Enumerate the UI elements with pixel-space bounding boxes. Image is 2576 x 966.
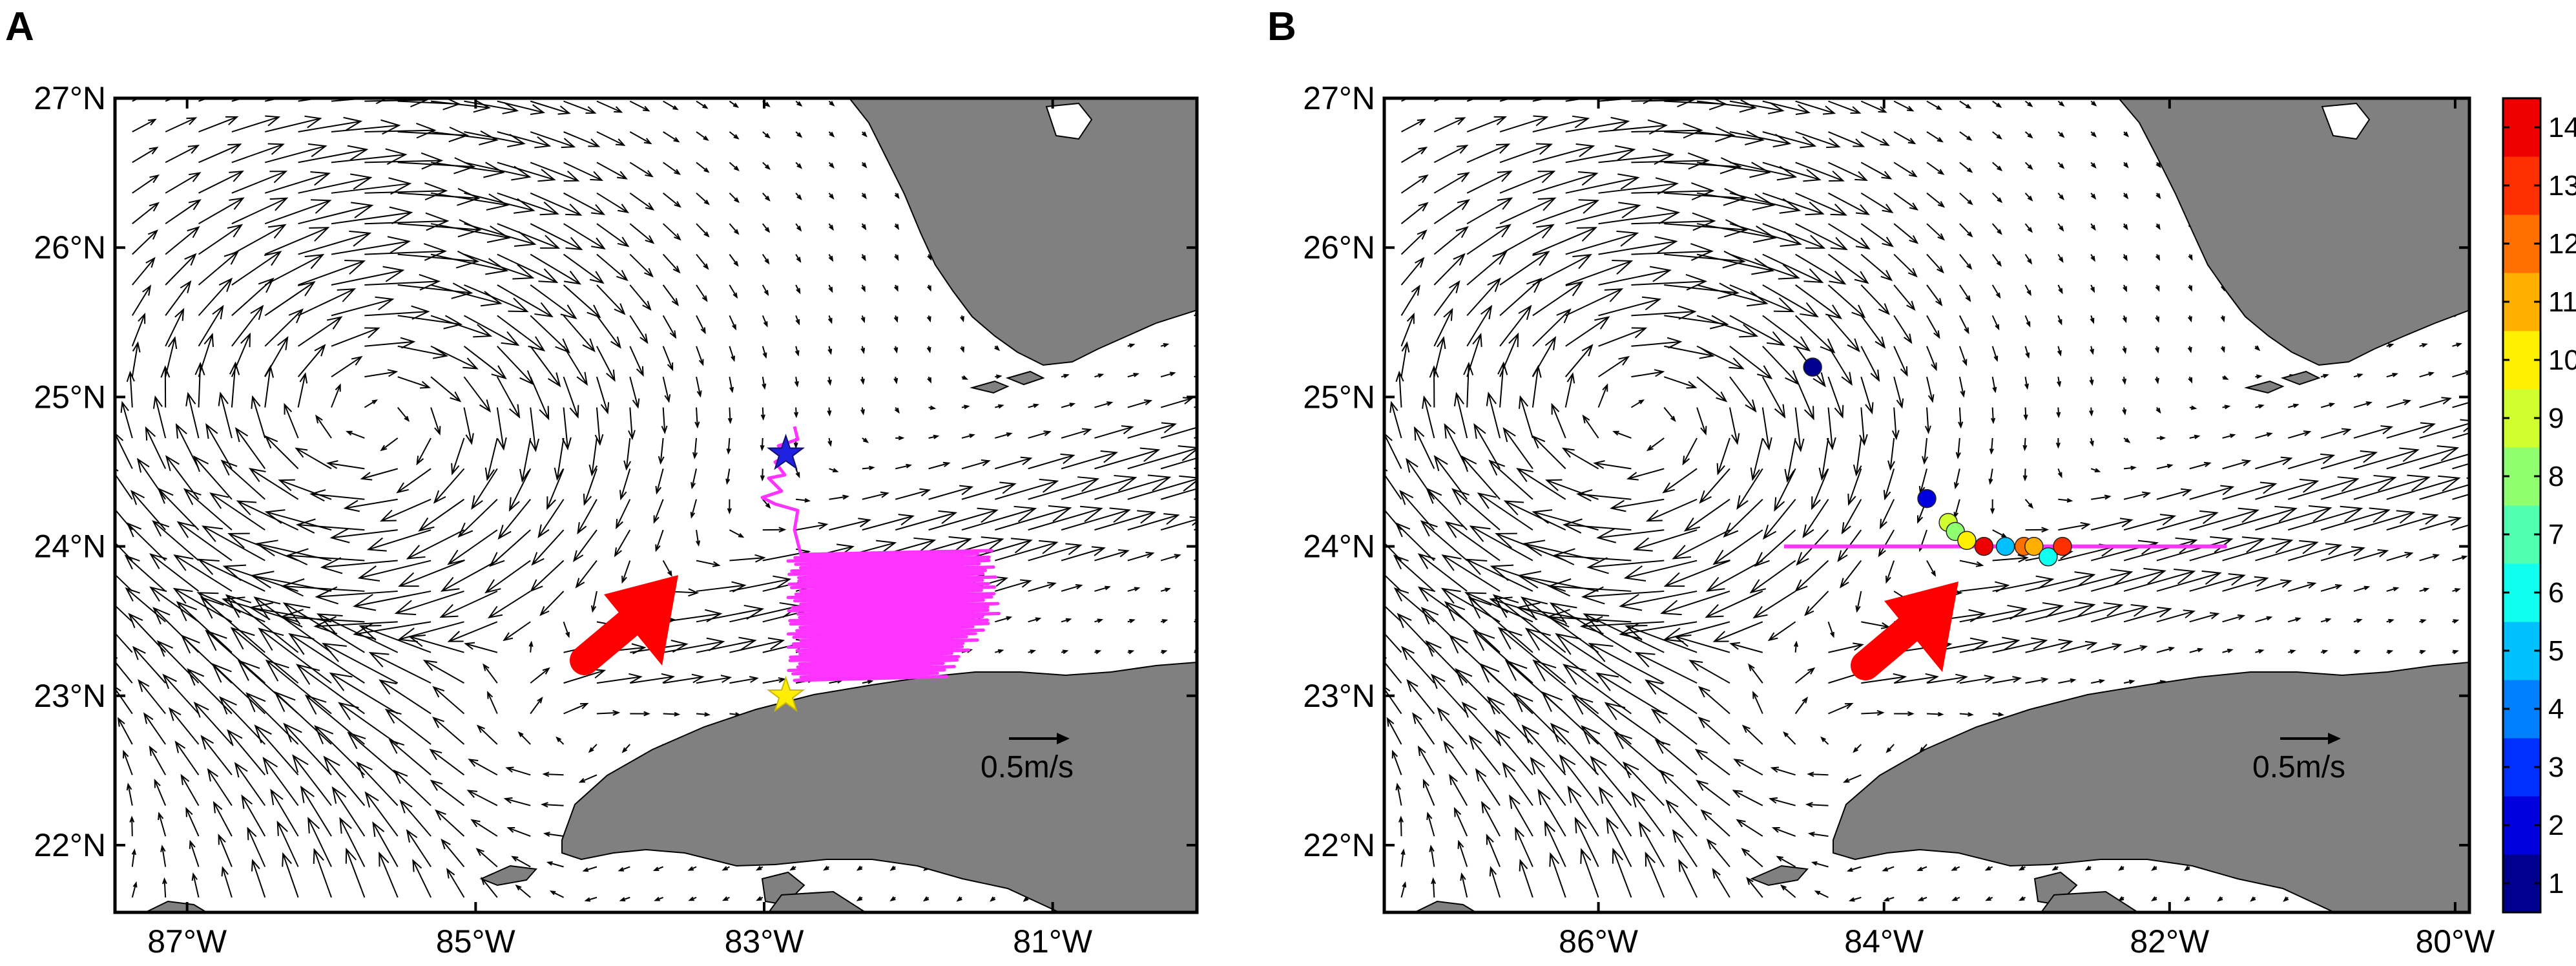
panel-a: A [5, 5, 1199, 960]
axis-ticks-a: 87°W 85°W 83°W 81°W 27°N 26°N 25°N 24°N 23°N 22°N [34, 80, 1197, 960]
panel-letter-a: A [5, 5, 34, 49]
start-end-markers-a [766, 434, 805, 712]
map-frame-a [113, 96, 1199, 914]
observation-points-b [1803, 357, 2072, 567]
panel-letter-b: B [1267, 5, 1296, 49]
map-frame-b [1382, 96, 2471, 914]
colorbar-label: 8 [2548, 461, 2564, 492]
lat-tick-label: 26°N [1303, 229, 1375, 266]
colorbar-label: 2 [2548, 810, 2564, 841]
drifter-track-a [760, 426, 1001, 682]
colorbar-label: 7 [2548, 519, 2564, 551]
observation-point [1957, 530, 1977, 551]
observation-point [2024, 536, 2044, 556]
lat-tick-label: 25°N [34, 379, 106, 415]
colorbar-label: 1 [2548, 868, 2564, 899]
florida-land-a [848, 98, 1197, 366]
red-flow-arrow-a [570, 575, 678, 675]
lat-tick-label: 25°N [1303, 379, 1375, 415]
observation-point [1974, 536, 1994, 556]
lat-tick-label: 26°N [34, 229, 106, 266]
lat-tick-label: 23°N [34, 678, 106, 714]
colorbar-label: 5 [2548, 635, 2564, 667]
panel-b: B [1267, 5, 2495, 960]
lat-tick-label: 27°N [34, 80, 106, 116]
colorbar-label: 10 [2548, 344, 2576, 376]
lon-tick-label: 84°W [1844, 923, 1924, 960]
red-flow-arrow-b [1851, 582, 1958, 680]
florida-land-b [2117, 98, 2469, 366]
colorbar-label: 13 [2548, 170, 2576, 202]
cuba-land-a [561, 661, 1197, 912]
colorbar-label: 3 [2548, 751, 2564, 783]
colorbar-label: 4 [2548, 693, 2564, 725]
lat-tick-label: 27°N [1303, 80, 1375, 116]
observation-point [1917, 488, 1937, 509]
observation-point [2053, 536, 2072, 556]
lon-tick-label: 85°W [436, 923, 516, 960]
lon-tick-label: 80°W [2415, 923, 2495, 960]
colorbar-label: 12 [2548, 228, 2576, 260]
lon-tick-label: 86°W [1559, 923, 1639, 960]
lat-tick-label: 24°N [1303, 529, 1375, 565]
scale-arrow-b [2280, 733, 2341, 744]
observation-point [1995, 536, 2015, 556]
scale-label-b: 0.5m/s [2252, 750, 2345, 784]
lon-tick-label: 81°W [1013, 923, 1093, 960]
scale-label-a: 0.5m/s [981, 750, 1074, 784]
observation-point [1803, 357, 1822, 377]
colorbar-label: 9 [2548, 403, 2564, 434]
lon-tick-label: 87°W [147, 923, 227, 960]
lat-tick-label: 22°N [34, 827, 106, 863]
star-marker [766, 434, 805, 470]
lon-tick-label: 82°W [2130, 923, 2210, 960]
lat-tick-label: 24°N [34, 529, 106, 565]
axis-ticks-b: 86°W 84°W 82°W 80°W 27°N 26°N 25°N 24°N 23°N 22°N [1303, 80, 2495, 960]
star-marker [766, 675, 805, 712]
lat-tick-label: 22°N [1303, 827, 1375, 863]
observation-point [2039, 547, 2058, 567]
colorbar-label: 14 [2548, 112, 2576, 143]
lon-tick-label: 83°W [725, 923, 805, 960]
scale-arrow-a [1009, 733, 1070, 744]
colorbar-label: 11 [2548, 286, 2576, 318]
cuba-land-b [1833, 661, 2469, 912]
lat-tick-label: 23°N [1303, 678, 1375, 714]
colorbar-label: 6 [2548, 577, 2564, 609]
